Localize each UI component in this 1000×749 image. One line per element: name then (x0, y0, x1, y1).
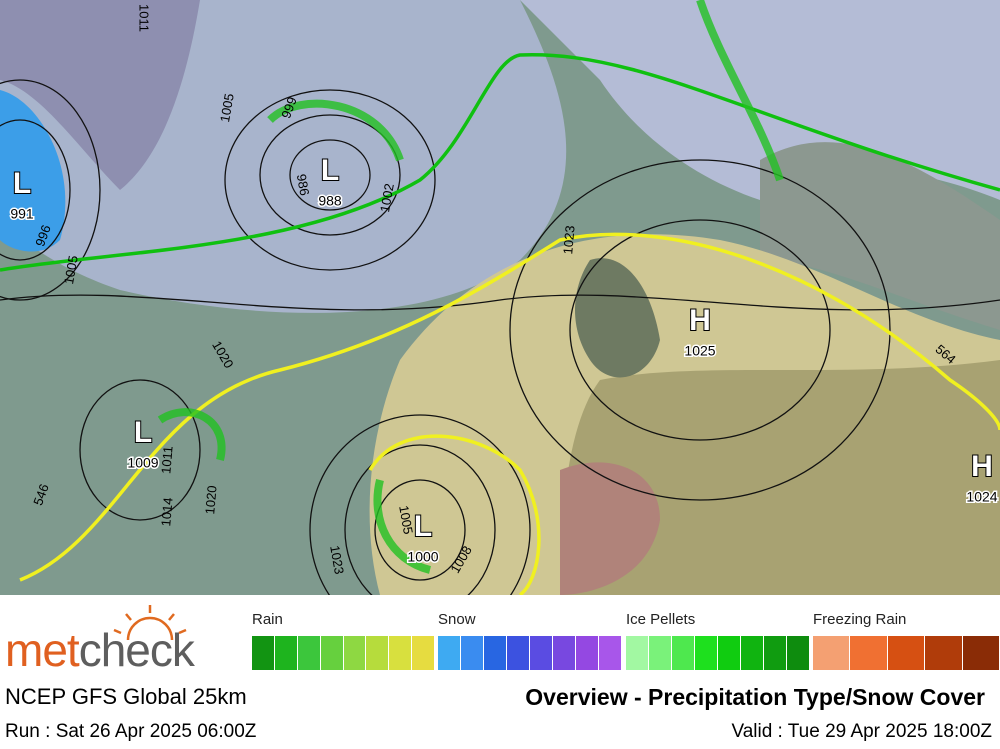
isobar-label: 996 (32, 223, 54, 249)
legend-swatch (366, 636, 389, 670)
isobars (0, 79, 1000, 595)
legend-swatch (274, 636, 297, 670)
legend-swatch (297, 636, 320, 670)
isobar-label: 999 (278, 95, 300, 121)
legend-swatch (695, 636, 717, 670)
legend-swatch (343, 636, 366, 670)
map-title: Overview - Precipitation Type/Snow Cover (525, 684, 985, 710)
legend-swatch (507, 636, 529, 670)
legend-swatch (626, 636, 648, 670)
isobar-label: 1002 (377, 182, 397, 213)
isobar-label: 1011 (137, 4, 152, 32)
legend-label: Rain (252, 611, 283, 628)
model: NCEP GFS Global 25km (5, 684, 247, 709)
iberia (560, 462, 660, 595)
center-symbol: H (689, 304, 711, 337)
legend-label: Ice Pellets (626, 611, 696, 628)
legend-swatch (741, 636, 763, 670)
legend-swatch (649, 636, 671, 670)
legend-swatch (962, 636, 999, 670)
center-value: 991 (10, 206, 34, 222)
legend-swatch (252, 636, 274, 670)
isobar-label: 1023 (560, 225, 577, 255)
weather-map: L 991 L 988 H 1025 L 1009 L 1000 H 1024 1011 1005 999… (0, 0, 1000, 595)
isobar-label: 1011 (158, 445, 175, 474)
arctic (520, 0, 1000, 200)
center-value: 1000 (407, 549, 438, 565)
legend-label: Freezing Rain (813, 611, 907, 628)
legend-swatch (718, 636, 740, 670)
valid-time: Valid : Tue 29 Apr 2025 18:00Z (731, 721, 992, 742)
thickness-line (19, 232, 1000, 582)
legend-swatch (887, 636, 925, 670)
thickness-line (368, 434, 541, 595)
center-symbol: L (414, 510, 432, 543)
legend-label: Snow (438, 611, 476, 628)
legend-swatch (553, 636, 575, 670)
legend-swatch (764, 636, 786, 670)
isobar-label: 1023 (327, 544, 347, 575)
center-symbol: L (13, 167, 31, 200)
greenland (0, 0, 200, 190)
legend-swatch (787, 636, 809, 670)
snow-band (0, 90, 66, 252)
brand-b: check (78, 624, 195, 676)
legend-swatch (672, 636, 694, 670)
isobar-label: 546 (30, 482, 52, 508)
legend-swatch (412, 636, 434, 670)
europe (560, 360, 1000, 595)
legend-swatch (530, 636, 552, 670)
center-value: 988 (318, 193, 342, 209)
pressure-centers: L 991 L 988 H 1025 L 1009 L 1000 H 1024 (9, 153, 999, 566)
legend-swatch (484, 636, 506, 670)
isobar-label: 1020 (202, 485, 219, 515)
legend-swatch (576, 636, 598, 670)
center-value: 1009 (127, 455, 158, 471)
legend-swatch (438, 636, 460, 670)
legend-swatch (389, 636, 412, 670)
scandinavia (760, 142, 1000, 330)
isobar-label: 1005 (396, 504, 416, 535)
legend-swatch (850, 636, 887, 670)
brand-a: met (5, 624, 80, 676)
center-value: 1024 (966, 489, 997, 505)
legend-swatch (599, 636, 621, 670)
isobar-label: 986 (294, 173, 313, 197)
center-symbol: H (971, 450, 993, 483)
legend-swatch (925, 636, 962, 670)
isobar-label: 1005 (217, 92, 237, 123)
center-symbol: L (134, 416, 152, 449)
britain (575, 258, 660, 378)
brand: metcheck (5, 623, 195, 677)
run-time: Run : Sat 26 Apr 2025 06:00Z (5, 721, 257, 742)
legend-swatch (461, 636, 483, 670)
center-value: 1025 (684, 343, 715, 359)
rain-bands (157, 0, 784, 574)
logo-sun (113, 605, 187, 641)
isobar-label: 1014 (158, 497, 175, 527)
legend-swatch (320, 636, 343, 670)
center-symbol: L (321, 154, 339, 187)
isobar-label: 1005 (61, 254, 81, 285)
legend-swatch (813, 636, 850, 670)
